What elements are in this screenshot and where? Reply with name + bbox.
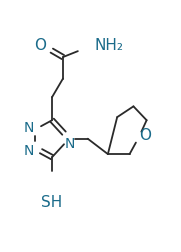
Text: SH: SH bbox=[41, 195, 63, 209]
Text: O: O bbox=[34, 38, 46, 53]
Text: N: N bbox=[65, 137, 75, 151]
Text: N: N bbox=[24, 144, 34, 158]
Text: N: N bbox=[24, 121, 34, 135]
Text: NH₂: NH₂ bbox=[95, 38, 124, 53]
Text: O: O bbox=[139, 128, 151, 143]
